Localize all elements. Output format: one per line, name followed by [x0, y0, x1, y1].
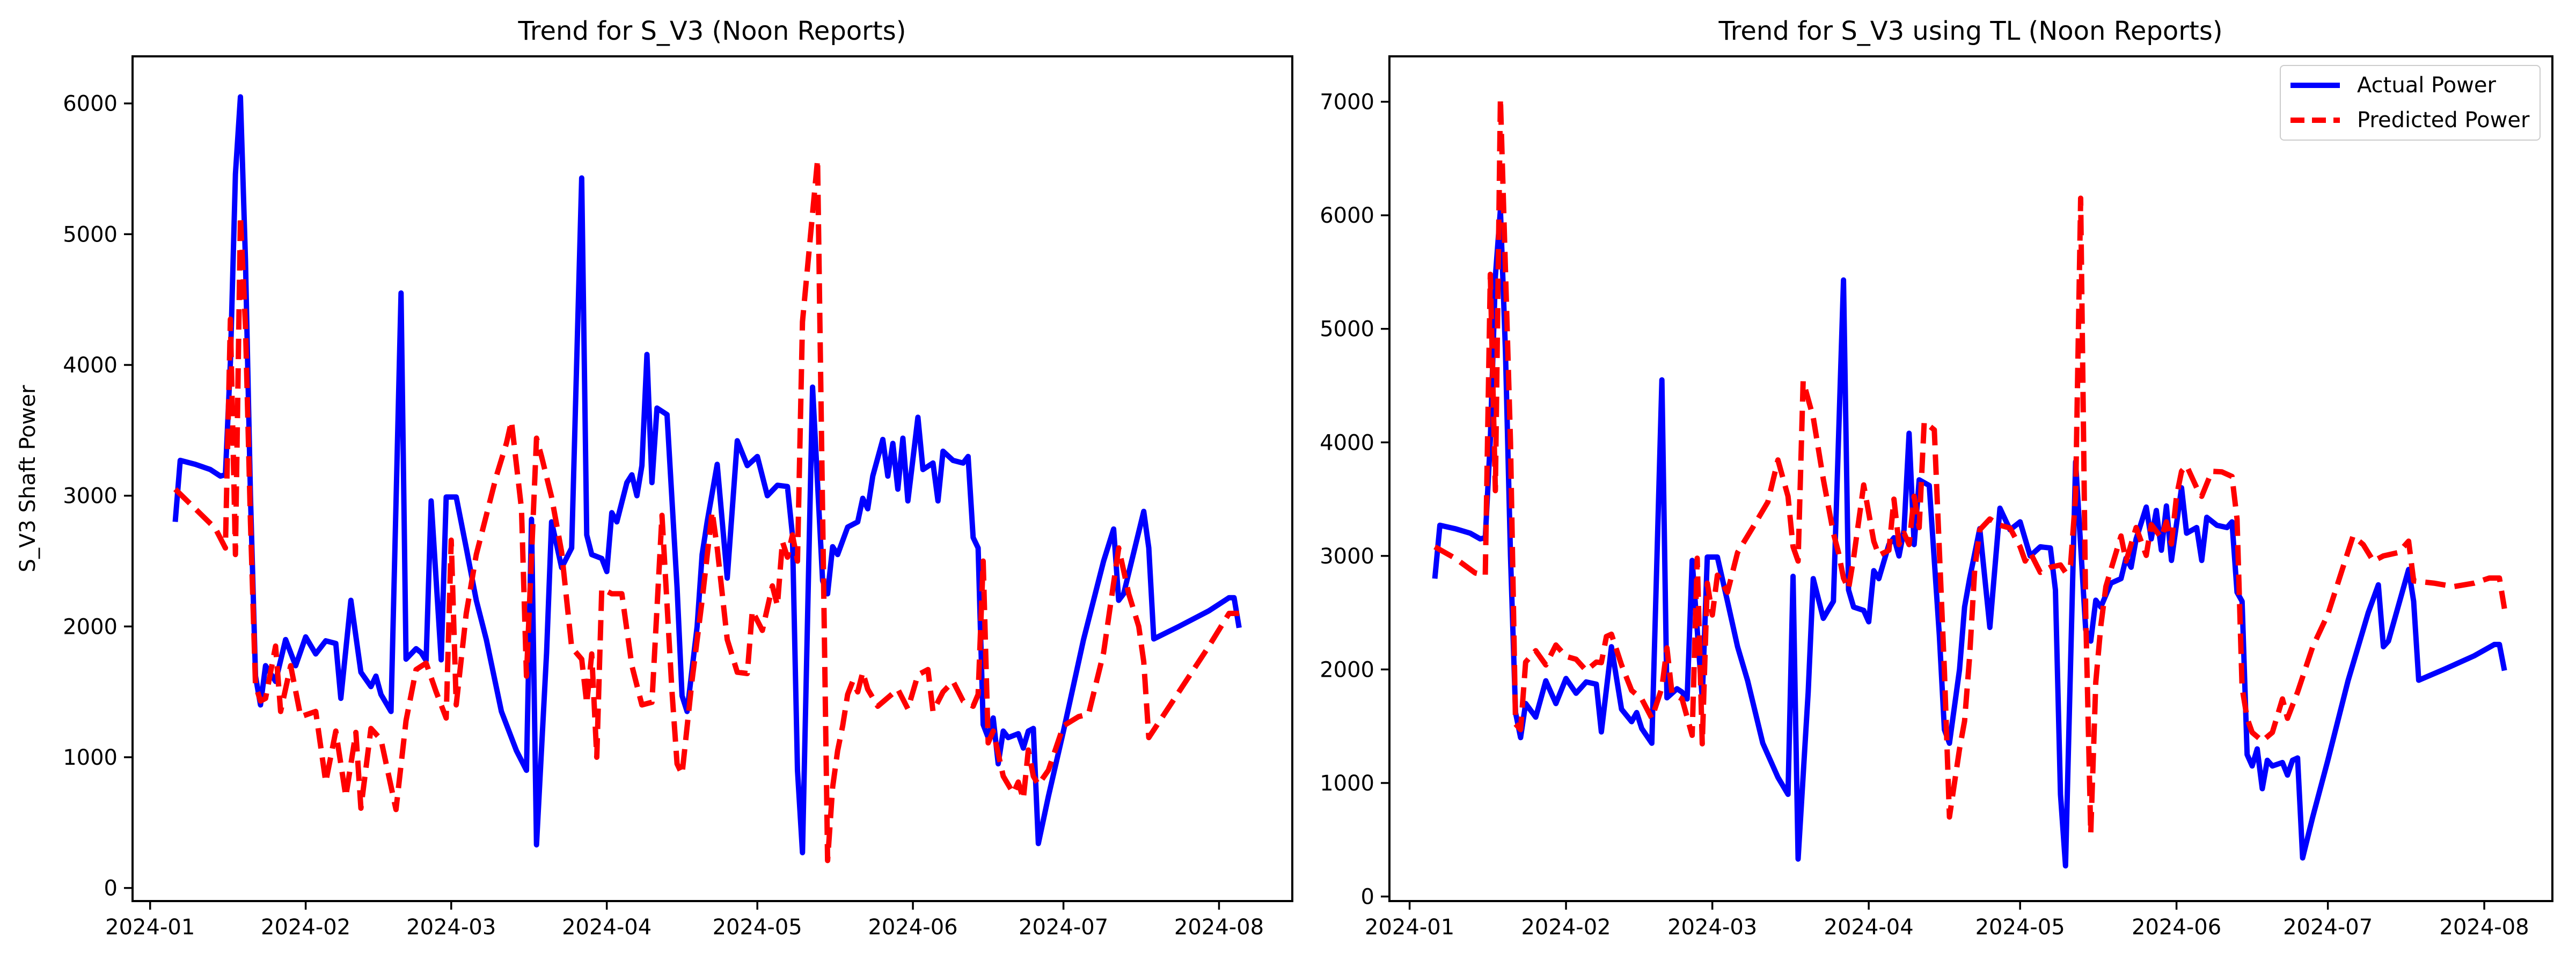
x-tick-label: 2024-03 [1667, 915, 1757, 940]
chart-left-title: Trend for S_V3 (Noon Reports) [518, 16, 906, 46]
x-tick-label: 2024-06 [2132, 915, 2221, 940]
x-tick-label: 2024-02 [261, 915, 350, 940]
y-tick-label: 6000 [1320, 203, 1374, 228]
y-tick-label: 4000 [1320, 430, 1374, 455]
series-line-actual [1432, 207, 2507, 869]
y-tick-label: 7000 [1320, 90, 1374, 115]
legend-line-actual-icon [2290, 83, 2340, 89]
y-axis-label: S_V3 Shaft Power [16, 385, 40, 573]
x-tick-label: 2024-04 [1824, 915, 1914, 940]
chart-left: 2024-01 2024-02 2024-03 2024-04 2024-05 2024-… [63, 55, 1293, 940]
x-tick-label: 2024-06 [868, 915, 957, 940]
y-tick-label: 5000 [63, 222, 118, 247]
y-tick-label: 4000 [63, 353, 118, 378]
x-tick-label: 2024-01 [1365, 915, 1454, 940]
x-tick-label: 2024-05 [1975, 915, 2065, 940]
x-tick-label: 2024-01 [105, 915, 195, 940]
y-tick-label: 2000 [63, 614, 118, 639]
x-tick-label: 2024-07 [1019, 915, 1108, 940]
y-tick-label: 6000 [63, 92, 118, 116]
x-tick-label: 2024-05 [713, 915, 802, 940]
y-tick-label: 0 [104, 876, 118, 901]
x-tick-label: 2024-08 [2440, 915, 2529, 940]
legend-label-actual: Actual Power [2357, 73, 2496, 98]
legend-item-predicted: Predicted Power [2290, 105, 2530, 135]
legend-item-actual: Actual Power [2290, 70, 2530, 100]
y-tick-label: 5000 [1320, 317, 1374, 342]
x-tick-label: 2024-04 [562, 915, 652, 940]
axes-spines [1388, 55, 2553, 902]
legend-label-predicted: Predicted Power [2357, 107, 2530, 133]
y-tick-label: 3000 [1320, 544, 1374, 569]
y-tick-label: 0 [1361, 885, 1374, 910]
y-tick-label: 1000 [1320, 771, 1374, 796]
x-tick-label: 2024-03 [406, 915, 496, 940]
legend: Actual Power Predicted Power [2280, 65, 2541, 141]
chart-right-title: Trend for S_V3 using TL (Noon Reports) [1718, 16, 2223, 46]
y-tick-label: 3000 [63, 484, 118, 509]
y-tick-label: 1000 [63, 745, 118, 770]
axes-spines [131, 55, 1293, 902]
legend-line-predicted-icon [2290, 117, 2340, 123]
x-tick-label: 2024-07 [2283, 915, 2373, 940]
x-tick-label: 2024-02 [1521, 915, 1611, 940]
series-line-predicted [173, 157, 1239, 863]
x-tick-label: 2024-08 [1174, 915, 1264, 940]
chart-right: 2024-01 2024-02 2024-03 2024-04 2024-05 2024-… [1320, 55, 2553, 940]
series-line-predicted [1433, 96, 2507, 837]
y-tick-label: 2000 [1320, 657, 1374, 682]
